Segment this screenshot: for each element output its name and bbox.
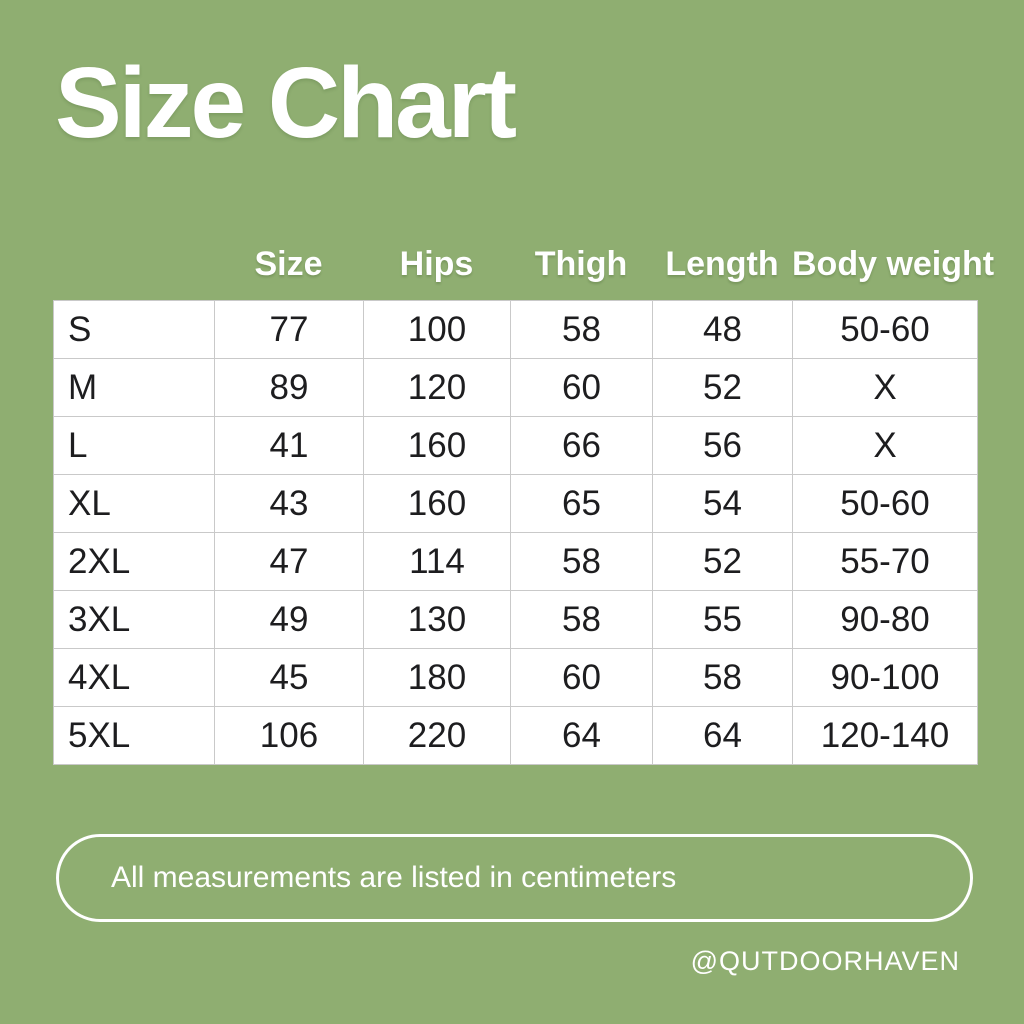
value-cell: 77 (214, 300, 364, 359)
value-cell: 60 (510, 358, 653, 417)
value-cell: 64 (510, 706, 653, 765)
value-cell: 120-140 (792, 706, 978, 765)
size-label-cell: 5XL (53, 706, 215, 765)
value-cell: 120 (363, 358, 511, 417)
table-row: 3XL 49 130 58 55 90-80 (53, 590, 978, 649)
value-cell: 180 (363, 648, 511, 707)
header-cell-size: Size (254, 244, 323, 283)
size-label-cell: XL (53, 474, 215, 533)
value-cell: 52 (652, 358, 793, 417)
value-cell: 41 (214, 416, 364, 475)
value-cell: 58 (510, 300, 653, 359)
size-label-cell: 4XL (53, 648, 215, 707)
value-cell: 47 (214, 532, 364, 591)
value-cell: 50-60 (792, 474, 978, 533)
value-cell: 49 (214, 590, 364, 649)
value-cell: 66 (510, 416, 653, 475)
table-row: 4XL 45 180 60 58 90-100 (53, 648, 978, 707)
value-cell: 58 (510, 590, 653, 649)
value-cell: 65 (510, 474, 653, 533)
value-cell: 50-60 (792, 300, 978, 359)
table-row: XL 43 160 65 54 50-60 (53, 474, 978, 533)
value-cell: 160 (363, 416, 511, 475)
value-cell: 45 (214, 648, 364, 707)
brand-handle: @QUTDOORHAVEN (690, 946, 960, 976)
value-cell: 100 (363, 300, 511, 359)
value-cell: 58 (510, 532, 653, 591)
table-row: M 89 120 60 52 X (53, 358, 978, 417)
table-header-row: Size Hips Thigh Length Body weight (53, 232, 995, 296)
table-row: 2XL 47 114 58 52 55-70 (53, 532, 978, 591)
value-cell: 60 (510, 648, 653, 707)
value-cell: 90-100 (792, 648, 978, 707)
header-cell-thigh: Thigh (534, 244, 628, 283)
size-label-cell: S (53, 300, 215, 359)
value-cell: X (792, 358, 978, 417)
size-label-cell: M (53, 358, 215, 417)
value-cell: 55 (652, 590, 793, 649)
size-label-cell: 2XL (53, 532, 215, 591)
table-row: 5XL 106 220 64 64 120-140 (53, 706, 978, 765)
header-cell-hips: Hips (399, 244, 474, 283)
size-label-cell: L (53, 416, 215, 475)
value-cell: 58 (652, 648, 793, 707)
value-cell: 89 (214, 358, 364, 417)
value-cell: 52 (652, 532, 793, 591)
header-cell-length: Length (665, 244, 779, 283)
value-cell: 54 (652, 474, 793, 533)
value-cell: 56 (652, 416, 793, 475)
page-title: Size Chart (55, 47, 517, 159)
value-cell: 48 (652, 300, 793, 359)
size-label-cell: 3XL (53, 590, 215, 649)
measurements-note-text: All measurements are listed in centimete… (111, 861, 677, 894)
value-cell: 64 (652, 706, 793, 765)
measurements-note-pill: All measurements are listed in centimete… (56, 834, 973, 922)
value-cell: 90-80 (792, 590, 978, 649)
table-row: S 77 100 58 48 50-60 (53, 300, 978, 359)
value-cell: 220 (363, 706, 511, 765)
value-cell: 106 (214, 706, 364, 765)
table-row: L 41 160 66 56 X (53, 416, 978, 475)
size-table-body: S 77 100 58 48 50-60 M 89 120 60 52 X L 41 160 66 56 X XL 4… (53, 300, 978, 765)
value-cell: X (792, 416, 978, 475)
size-table: S 77 100 58 48 50-60 M 89 120 60 52 X L 41 160 66 56 X XL 4… (53, 300, 978, 765)
value-cell: 160 (363, 474, 511, 533)
value-cell: 55-70 (792, 532, 978, 591)
value-cell: 43 (214, 474, 364, 533)
value-cell: 114 (363, 532, 511, 591)
value-cell: 130 (363, 590, 511, 649)
header-cell-body-weight: Body weight (792, 244, 995, 283)
